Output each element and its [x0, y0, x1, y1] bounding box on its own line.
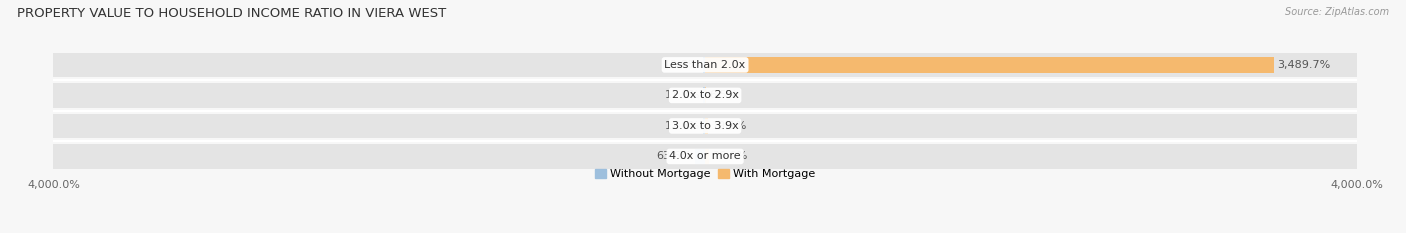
- Bar: [703, 57, 706, 73]
- Bar: [706, 118, 709, 134]
- Bar: [695, 148, 706, 164]
- Text: 11.9%: 11.9%: [665, 90, 700, 100]
- Bar: [703, 87, 706, 103]
- Text: 3,489.7%: 3,489.7%: [1277, 60, 1330, 70]
- Bar: [706, 148, 710, 164]
- Text: Source: ZipAtlas.com: Source: ZipAtlas.com: [1285, 7, 1389, 17]
- Text: 19.1%: 19.1%: [711, 121, 747, 131]
- Text: PROPERTY VALUE TO HOUSEHOLD INCOME RATIO IN VIERA WEST: PROPERTY VALUE TO HOUSEHOLD INCOME RATIO…: [17, 7, 446, 20]
- Text: 26.0%: 26.0%: [713, 151, 748, 161]
- Bar: [53, 114, 1357, 138]
- Bar: [53, 83, 1357, 108]
- Legend: Without Mortgage, With Mortgage: Without Mortgage, With Mortgage: [595, 169, 815, 179]
- Text: 12.8%: 12.8%: [664, 60, 700, 70]
- Bar: [706, 57, 1274, 73]
- Bar: [53, 53, 1357, 77]
- Text: 6.5%: 6.5%: [710, 90, 738, 100]
- Text: 11.6%: 11.6%: [665, 121, 700, 131]
- Text: Less than 2.0x: Less than 2.0x: [665, 60, 745, 70]
- Bar: [53, 144, 1357, 169]
- Text: 63.6%: 63.6%: [657, 151, 692, 161]
- Text: 4.0x or more: 4.0x or more: [669, 151, 741, 161]
- Bar: [703, 118, 706, 134]
- Text: 3.0x to 3.9x: 3.0x to 3.9x: [672, 121, 738, 131]
- Text: 2.0x to 2.9x: 2.0x to 2.9x: [672, 90, 738, 100]
